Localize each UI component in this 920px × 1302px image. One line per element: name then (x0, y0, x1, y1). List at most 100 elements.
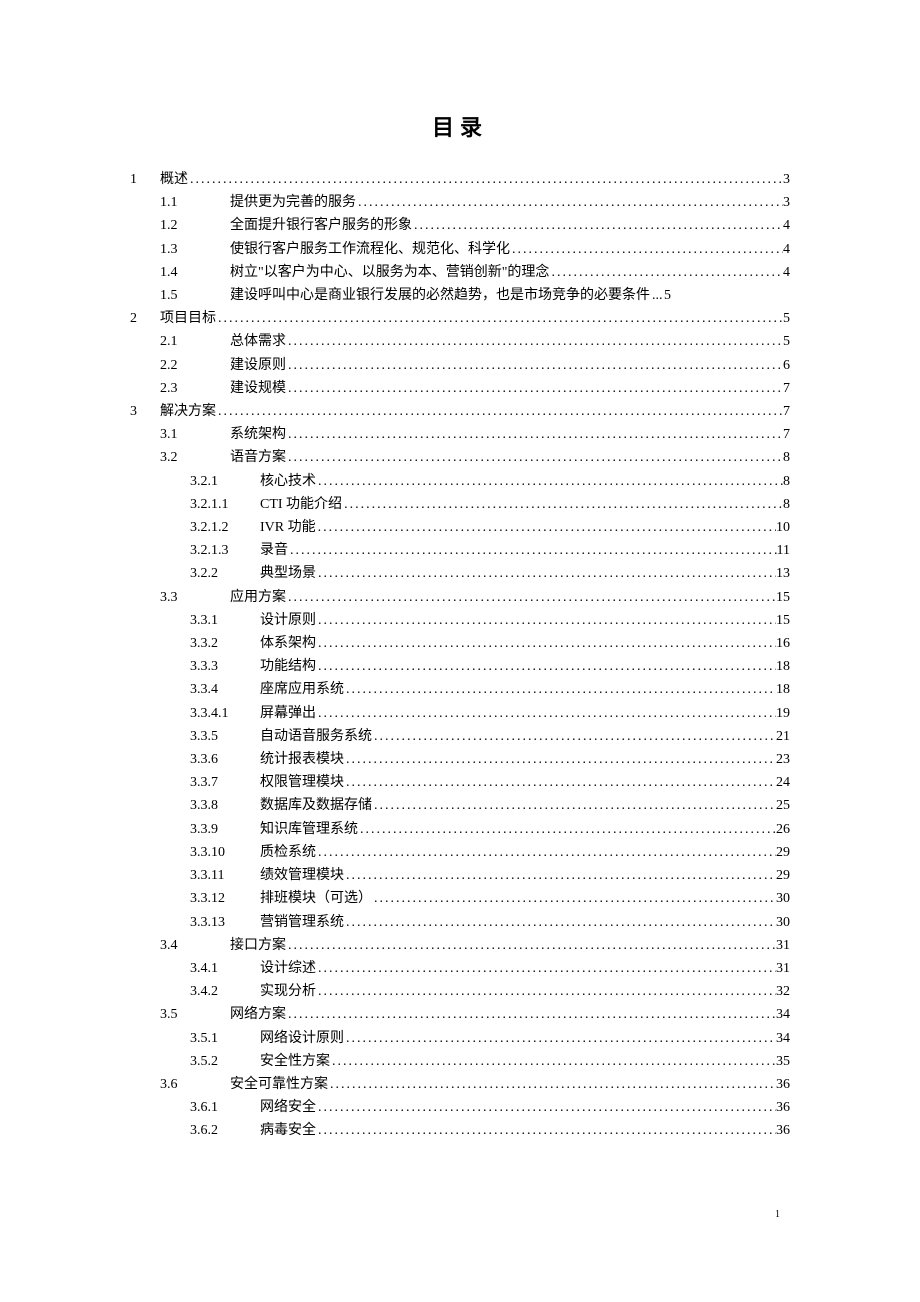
toc-entry-number: 2.2 (130, 354, 230, 377)
toc-leader (332, 1050, 776, 1073)
toc-entry-number: 3.3.10 (130, 841, 260, 864)
toc-entry-number: 3.2.1.2 (130, 516, 260, 539)
toc-entry: 1.3使银行客户服务工作流程化、规范化、科学化4 (130, 238, 790, 261)
toc-entry: 3.2.1.2IVR 功能10 (130, 516, 790, 539)
toc-leader (318, 957, 776, 980)
toc-entry: 3.6安全可靠性方案36 (130, 1073, 790, 1096)
toc-leader (318, 516, 776, 539)
toc-entry-title: 录音 (260, 539, 288, 562)
toc-entry: 3.5.1网络设计原则34 (130, 1027, 790, 1050)
toc-entry-title: 座席应用系统 (260, 678, 344, 701)
toc-entry-page: 8 (783, 493, 790, 516)
toc-leader (190, 168, 783, 191)
toc-entry-title: 提供更为完善的服务 (230, 191, 356, 214)
toc-entry-page: 7 (783, 423, 790, 446)
toc-entry-page: 15 (776, 586, 790, 609)
toc-entry-page: 25 (776, 794, 790, 817)
toc-entry-title: 自动语音服务系统 (260, 725, 372, 748)
toc-entry-number: 3.1 (130, 423, 230, 446)
toc-entry-number: 3.3.12 (130, 887, 260, 910)
toc-entry-title: CTI 功能介绍 (260, 493, 342, 516)
toc-entry: 3.5网络方案34 (130, 1003, 790, 1026)
toc-leader (346, 1027, 776, 1050)
toc-entry-page: 36 (776, 1096, 790, 1119)
toc-entry-number: 3.3.4.1 (130, 702, 260, 725)
toc-entry-page: 4 (783, 214, 790, 237)
toc-entry: 3.6.2病毒安全36 (130, 1119, 790, 1142)
toc-leader (358, 191, 783, 214)
toc-entry-page: 30 (776, 911, 790, 934)
toc-entry-title: 质检系统 (260, 841, 316, 864)
toc-entry-page: 34 (776, 1027, 790, 1050)
toc-entry-page: 19 (776, 702, 790, 725)
toc-entry-number: 3.6 (130, 1073, 230, 1096)
toc-entry-title: 数据库及数据存储 (260, 794, 372, 817)
toc-entry-number: 3.3.3 (130, 655, 260, 678)
toc-entry-title: 总体需求 (230, 330, 286, 353)
toc-entry-number: 3.3 (130, 586, 230, 609)
toc-leader (318, 470, 783, 493)
toc-entry-number: 1.4 (130, 261, 230, 284)
toc-entry-page: 13 (776, 562, 790, 585)
toc-leader (346, 864, 776, 887)
toc-entry-page: 6 (783, 354, 790, 377)
toc-entry-number: 3.3.6 (130, 748, 260, 771)
toc-entry: 3.1系统架构7 (130, 423, 790, 446)
toc-entry-number: 3.3.4 (130, 678, 260, 701)
toc-leader (288, 330, 783, 353)
toc-entry-page: 11 (777, 539, 790, 562)
toc-entry: 3.4.1设计综述31 (130, 957, 790, 980)
toc-entry: 3.2.1核心技术8 (130, 470, 790, 493)
toc-entry-page: 21 (776, 725, 790, 748)
toc-entry-number: 1.1 (130, 191, 230, 214)
toc-entry-page: 3 (783, 191, 790, 214)
toc-entry-title: 建设规模 (230, 377, 286, 400)
toc-leader (344, 493, 783, 516)
toc-entry: 3.3.10质检系统29 (130, 841, 790, 864)
toc-leader (346, 678, 776, 701)
toc-entry-title: 典型场景 (260, 562, 316, 585)
toc-entry-page: 5 (664, 284, 671, 307)
toc-entry: 3解决方案7 (130, 400, 790, 423)
toc-entry: 3.3.5自动语音服务系统21 (130, 725, 790, 748)
toc-entry-number: 1.3 (130, 238, 230, 261)
toc-leader (218, 307, 783, 330)
toc-entry: 3.2.1.3录音11 (130, 539, 790, 562)
toc-entry-number: 1.5 (130, 284, 230, 307)
toc-leader (551, 261, 783, 284)
toc-entry-title: 排班模块（可选） (260, 887, 372, 910)
toc-leader (318, 980, 776, 1003)
toc-entry-number: 3.3.11 (130, 864, 260, 887)
toc-entry: 2.1总体需求5 (130, 330, 790, 353)
toc-entry: 3.3.6统计报表模块23 (130, 748, 790, 771)
toc-entry: 1.1提供更为完善的服务 3 (130, 191, 790, 214)
toc-entry-title: 体系架构 (260, 632, 316, 655)
toc-entry: 3.6.1网络安全36 (130, 1096, 790, 1119)
toc-entry-page: 15 (776, 609, 790, 632)
toc-entry-title: 树立"以客户为中心、以服务为本、营销创新"的理念 (230, 261, 549, 284)
toc-entry-number: 3.2.1 (130, 470, 260, 493)
toc-leader (288, 446, 783, 469)
toc-entry: 3.2.1.1CTI 功能介绍8 (130, 493, 790, 516)
toc-entry: 2.3建设规模7 (130, 377, 790, 400)
toc-entry-number: 3.5.2 (130, 1050, 260, 1073)
toc-entry: 3.3.2体系架构16 (130, 632, 790, 655)
toc-entry-title: 安全性方案 (260, 1050, 330, 1073)
toc-entry-page: 30 (776, 887, 790, 910)
toc-entry-title: 建设原则 (230, 354, 286, 377)
table-of-contents: 1概述31.1提供更为完善的服务31.2全面提升银行客户服务的形象41.3使银行… (130, 168, 790, 1143)
toc-entry-number: 3.4.1 (130, 957, 260, 980)
toc-entry-page: 24 (776, 771, 790, 794)
toc-leader (374, 794, 776, 817)
toc-entry-number: 3.5.1 (130, 1027, 260, 1050)
toc-entry-title: 解决方案 (160, 400, 216, 423)
toc-leader (318, 655, 776, 678)
toc-entry-page: 8 (783, 446, 790, 469)
toc-entry-title: 知识库管理系统 (260, 818, 358, 841)
toc-entry-title: 实现分析 (260, 980, 316, 1003)
toc-entry-title: 病毒安全 (260, 1119, 316, 1142)
toc-entry-page: 31 (776, 934, 790, 957)
toc-leader (318, 632, 776, 655)
toc-entry-page: 10 (776, 516, 790, 539)
toc-entry-page: 4 (783, 261, 790, 284)
